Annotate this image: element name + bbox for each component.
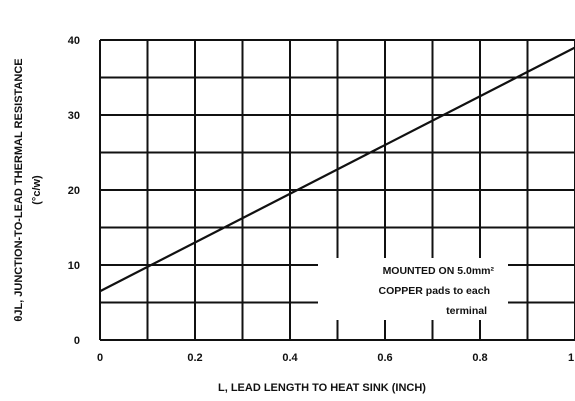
series-line [99,46,575,293]
annotation-box [318,258,508,320]
y-axis-label: θJL, JUNCTION-TO-LEAD THERMAL RESISTANCE… [13,58,43,321]
annotation-line-1: MOUNTED ON 5.0mm² [383,265,495,277]
x-tick-label: 0.4 [282,352,298,364]
annotation: MOUNTED ON 5.0mm² COPPER pads to each te… [318,258,508,320]
annotation-line-3: terminal [446,305,487,317]
x-tick-label: 0.2 [187,352,202,364]
x-tick-label: 1 [568,352,574,364]
x-tick-label: 0.8 [472,352,487,364]
annotation-line-2: COPPER pads to each [379,285,490,297]
grid [99,39,575,341]
y-tick-label: 30 [68,110,80,122]
y-tick-label: 40 [68,35,80,47]
x-tick-label: 0 [97,352,103,364]
y-tick-label: 0 [74,335,80,347]
x-tick-label: 0.6 [377,352,392,364]
x-tick-labels: 0 0.2 0.4 0.6 0.8 1 [97,352,574,364]
y-tick-labels: 0 10 20 30 40 [68,35,80,347]
y-tick-label: 20 [68,185,80,197]
series-group [99,46,575,293]
y-axis-label-unit: (°c/w) [31,175,43,205]
x-axis-label: L, LEAD LENGTH TO HEAT SINK (INCH) [218,382,426,394]
y-axis-label-main: θJL, JUNCTION-TO-LEAD THERMAL RESISTANCE [13,58,25,321]
y-tick-label: 10 [68,260,80,272]
